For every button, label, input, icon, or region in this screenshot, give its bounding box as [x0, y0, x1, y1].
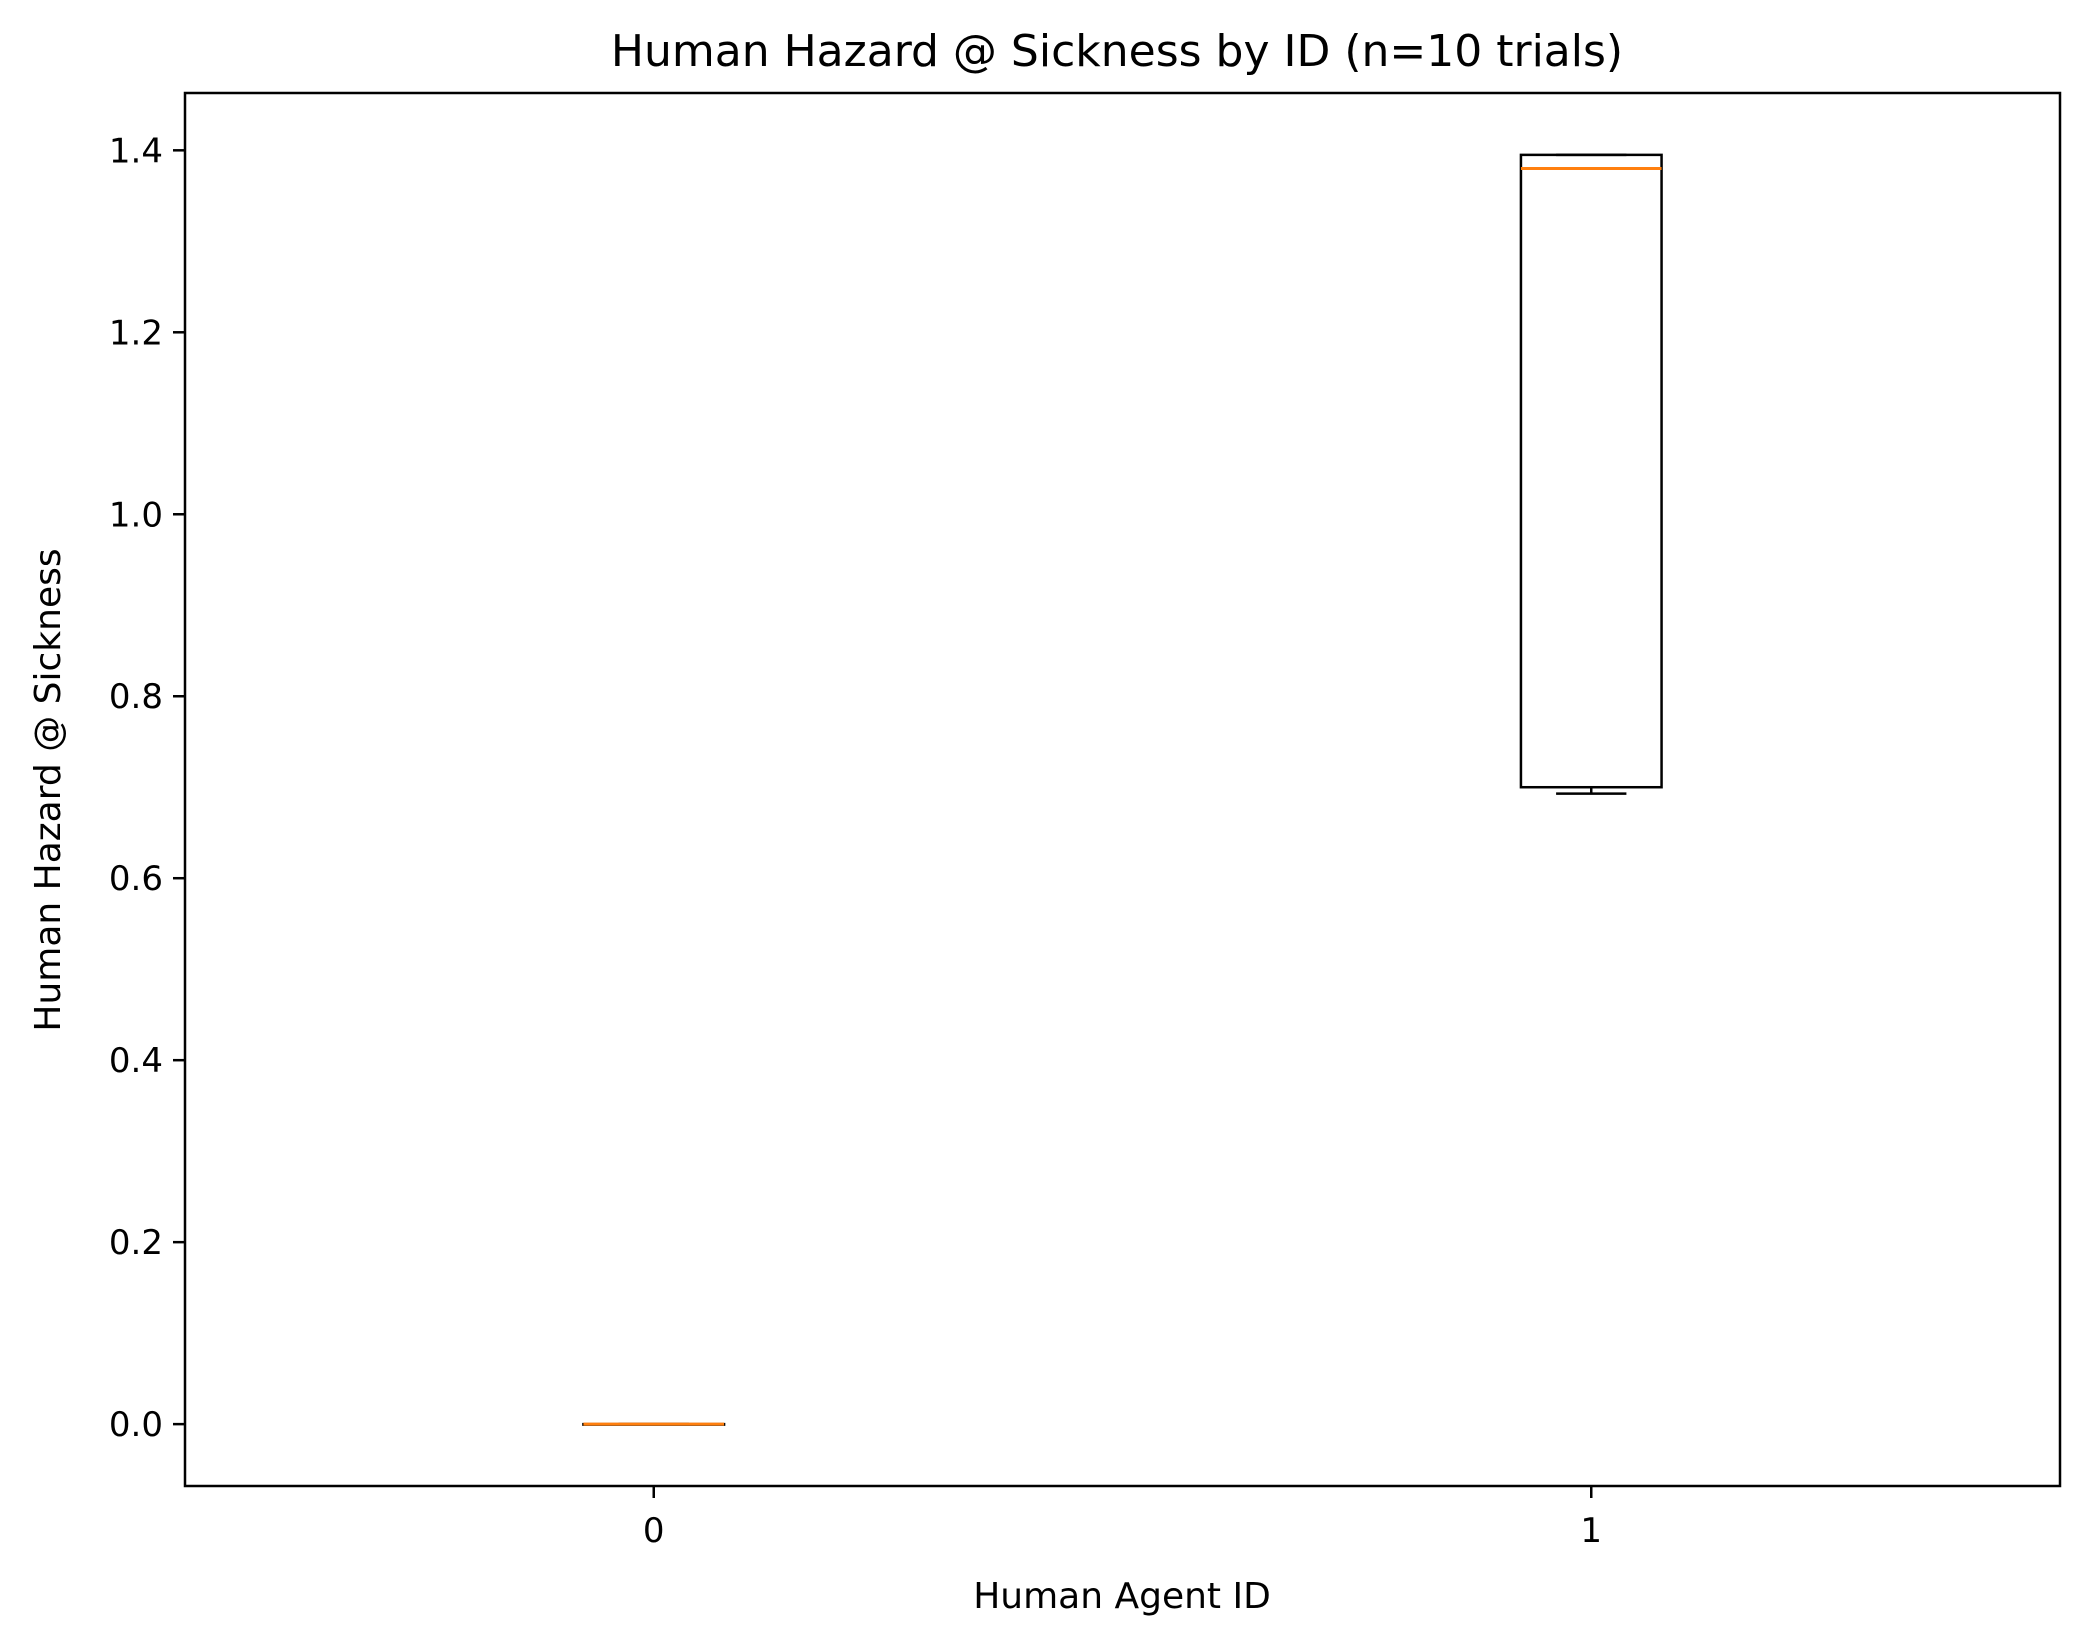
- plot-area: [183, 91, 2062, 1488]
- y-tick-label: 0.8: [109, 677, 163, 717]
- y-tick-label: 1.0: [109, 495, 163, 535]
- y-tick-label: 0.0: [109, 1405, 163, 1445]
- y-tick-label: 1.4: [109, 131, 163, 171]
- x-tick-label: 0: [643, 1511, 665, 1551]
- y-axis: 0.0 0.2 0.4 0.6 0.8 1.0 1.2 1.4: [109, 131, 185, 1445]
- box-1: [1519, 153, 1663, 795]
- y-tick-label: 1.2: [109, 313, 163, 353]
- y-axis-label: Human Hazard @ Sickness: [28, 548, 69, 1031]
- y-tick-label: 0.2: [109, 1223, 163, 1263]
- box-0: [582, 1422, 726, 1426]
- chart-title: Human Hazard @ Sickness by ID (n=10 tria…: [611, 26, 1623, 77]
- y-tick-label: 0.4: [109, 1041, 163, 1081]
- x-tick-label: 1: [1580, 1511, 1602, 1551]
- box-series: [582, 153, 1663, 1426]
- box-body: [1519, 153, 1663, 789]
- y-tick-label: 0.6: [109, 859, 163, 899]
- x-axis-label: Human Agent ID: [973, 1576, 1271, 1617]
